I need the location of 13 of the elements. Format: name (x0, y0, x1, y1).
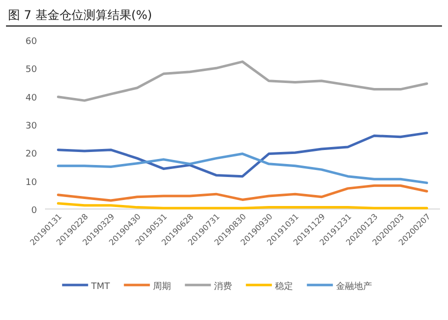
y-tick-label: 60 (26, 37, 38, 47)
chart-title: 图 7 基金仓位测算结果(%) (8, 8, 152, 22)
y-tick-label: 30 (26, 122, 38, 132)
legend-label: TMT (90, 282, 110, 292)
y-tick-label: 40 (26, 93, 38, 104)
y-tick-label: 20 (26, 150, 38, 160)
legend-label: 稳定 (274, 281, 293, 292)
legend-label: 金融地产 (336, 281, 372, 292)
legend-label: 周期 (152, 281, 171, 292)
y-tick-label: 0 (31, 206, 38, 216)
legend-label: 消费 (214, 281, 232, 292)
y-tick-label: 10 (26, 178, 38, 188)
y-tick-label: 50 (26, 65, 38, 76)
